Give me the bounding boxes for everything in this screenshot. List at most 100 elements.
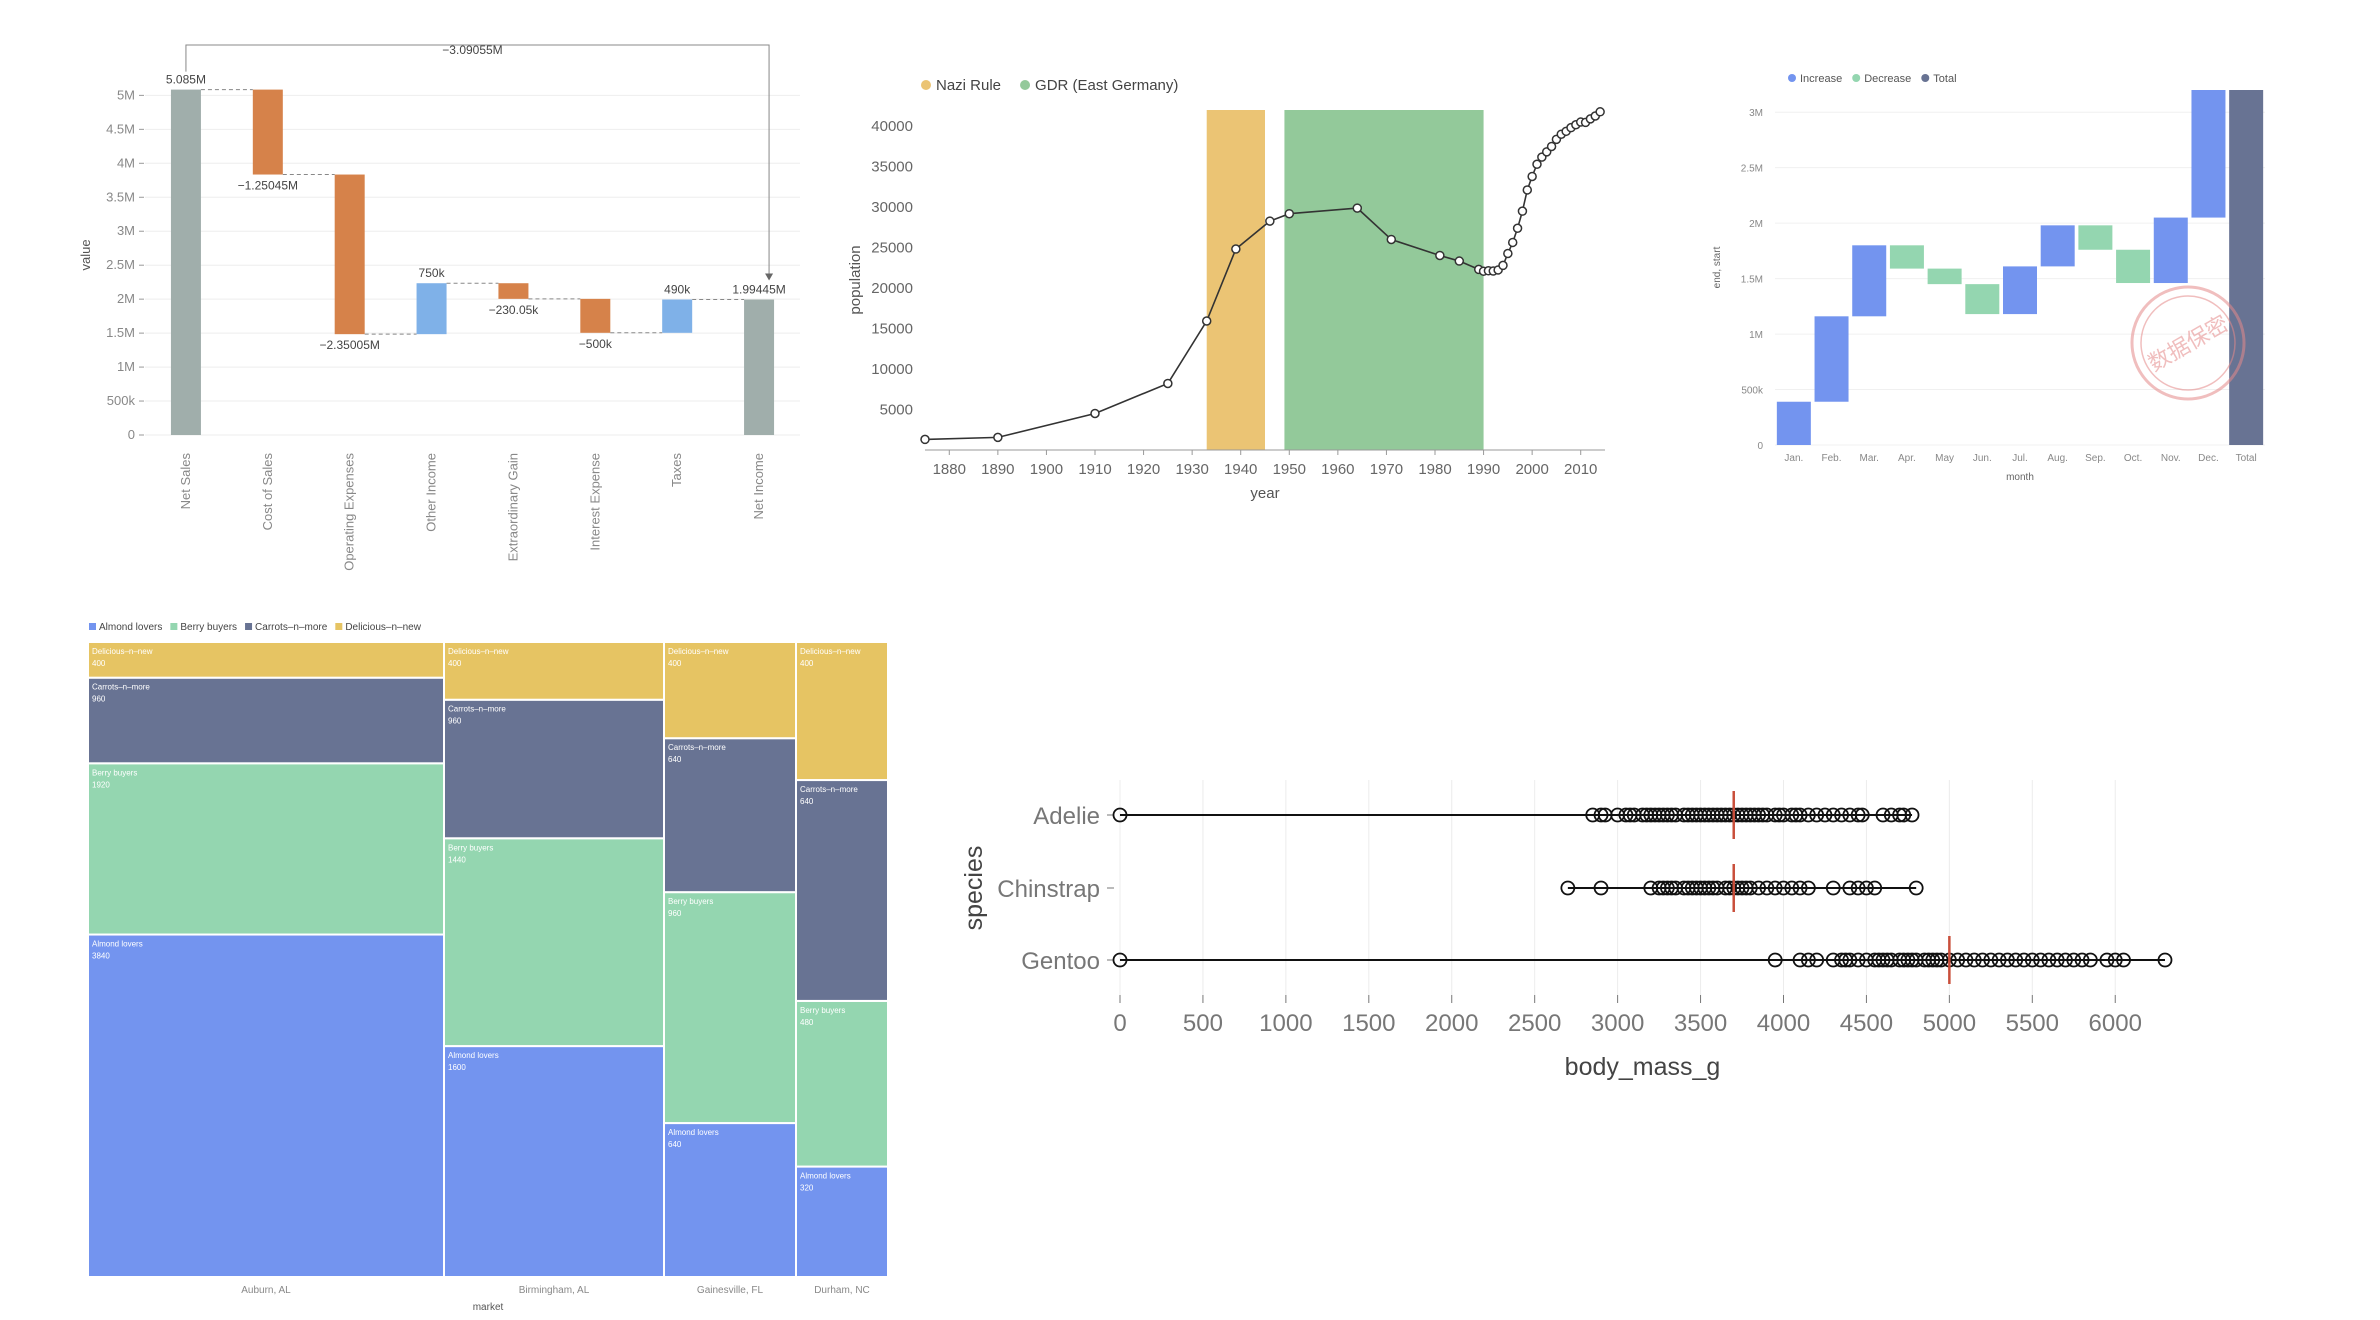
x-tick-label: Operating Expenses [342, 453, 357, 571]
segment-value-label: 1600 [448, 1063, 466, 1072]
x-tick-label: Interest Expense [587, 453, 602, 551]
bar-extraordinary-gain [498, 283, 529, 299]
segment-name-label: Berry buyers [668, 897, 713, 906]
marimekko-market-chart: Almond lovers Berry buyers Carrots–n–more D… [87, 622, 889, 1313]
monthly-waterfall-chart: Increase Decrease Total 0 500k 1M 1.5M 2M 2.5M 3M… [1712, 73, 2265, 483]
segment-name-label: Carrots–n–more [668, 743, 726, 752]
data-point [1742, 880, 1758, 896]
x-tick-label: 6000 [2089, 1010, 2142, 1037]
bar-operating-expenses [334, 174, 365, 335]
data-point [1527, 171, 1537, 182]
segment-value-label: 640 [668, 755, 682, 764]
x-tick-label: 1900 [1030, 461, 1063, 478]
x-tick-label: 2010 [1564, 461, 1597, 478]
x-axis-label: month [2006, 472, 2034, 483]
x-tick-label: 5500 [2006, 1010, 2059, 1037]
bar-dec [2191, 90, 2226, 218]
data-point [1983, 952, 1999, 968]
data-point [1950, 952, 1966, 968]
value-label: 5.085M [166, 73, 206, 87]
segment-value-label: 1920 [92, 780, 110, 789]
data-point [1908, 880, 1924, 896]
data-point [1767, 952, 1783, 968]
data-point [1618, 807, 1634, 823]
y-tick-label: Adelie [1033, 803, 1100, 830]
x-tick-label: 1970 [1370, 461, 1403, 478]
data-point [1800, 807, 1816, 823]
y-tick-label: 5M [117, 87, 135, 102]
data-point [1825, 807, 1841, 823]
x-tick-label: 1940 [1224, 461, 1257, 478]
y-tick-label: 40000 [871, 118, 913, 135]
x-axis-label: year [1250, 485, 1279, 502]
data-point [2008, 952, 2024, 968]
legend-swatch [1921, 74, 1930, 82]
difference-bracket [185, 44, 770, 278]
bar-aug [2040, 225, 2075, 267]
legend-label: Delicious–n–new [345, 622, 421, 633]
y-tick-label: 2M [1749, 219, 1763, 230]
data-point [1593, 880, 1609, 896]
legend-label: Almond lovers [99, 622, 162, 633]
data-point [1734, 880, 1750, 896]
x-tick-label: Cost of Sales [260, 453, 275, 531]
x-tick-label: Net Sales [178, 453, 193, 510]
bar-jan [1776, 401, 1811, 445]
y-tick-label: 2.5M [106, 257, 135, 272]
population-line-chart: Nazi Rule GDR (East Germany) 5000 10000 1500… [847, 77, 1605, 502]
x-tick-label: Auburn, AL [241, 1285, 291, 1296]
y-axis-label: end, start [1712, 246, 1723, 288]
data-point [1991, 952, 2007, 968]
bar-may [1927, 268, 1962, 285]
legend-label: Increase [1800, 73, 1842, 85]
bar-jun [1965, 284, 2000, 315]
data-point [2024, 952, 2040, 968]
data-point [2049, 952, 2065, 968]
data-point [1560, 880, 1576, 896]
x-tick-label: 3500 [1674, 1010, 1727, 1037]
data-point [1800, 952, 1816, 968]
segment-value-label: 480 [800, 1018, 814, 1027]
x-tick-label: 1960 [1321, 461, 1354, 478]
x-tick-label: Jan. [1784, 453, 1803, 464]
data-point [1859, 880, 1874, 896]
legend-swatch [1020, 80, 1031, 90]
x-tick-label: Apr. [1898, 453, 1916, 464]
x-tick-label: 1920 [1127, 461, 1160, 478]
data-point [2033, 952, 2048, 968]
segment-name-label: Almond lovers [448, 1051, 499, 1060]
data-point [1112, 952, 1128, 968]
y-tick-label: 25000 [871, 240, 913, 257]
data-point [1593, 807, 1609, 823]
bar-mar [1852, 245, 1887, 317]
data-point [1784, 807, 1800, 823]
x-tick-label: 1880 [933, 461, 966, 478]
data-point [2157, 952, 2173, 968]
data-point [1792, 807, 1808, 823]
legend-swatch [170, 623, 178, 630]
data-point [2000, 952, 2015, 968]
data-point [1767, 880, 1783, 896]
x-tick-label: 1980 [1418, 461, 1451, 478]
segment-birmingham-al-almond-lovers [443, 1045, 665, 1278]
value-label: 490k [664, 283, 691, 297]
segment-gainesville-fl-almond-lovers [663, 1122, 797, 1278]
y-tick-label: 1.5M [1741, 275, 1763, 286]
bar-jul [2003, 266, 2037, 315]
legend-swatch [921, 80, 931, 90]
data-point [1759, 880, 1775, 896]
segment-auburn-al-berry-buyers [87, 762, 445, 936]
data-point [1512, 223, 1523, 233]
species-body-mass-strip-chart: 0 500 1000 1500 2000 2500 3000 3500 4000 4500 5000… [960, 780, 2173, 1081]
stamp-inner-ring [2140, 295, 2236, 391]
x-tick-label: 0 [1113, 1010, 1126, 1037]
x-tick-label: Aug. [2047, 453, 2068, 464]
data-point [1792, 880, 1808, 896]
bar-oct [2116, 249, 2151, 284]
data-point [1867, 880, 1883, 896]
data-point [1201, 316, 1212, 326]
segment-name-label: Berry buyers [92, 768, 137, 777]
segment-name-label: Carrots–n–more [800, 785, 858, 794]
data-point [1498, 260, 1508, 271]
x-tick-label: Feb. [1822, 453, 1842, 464]
